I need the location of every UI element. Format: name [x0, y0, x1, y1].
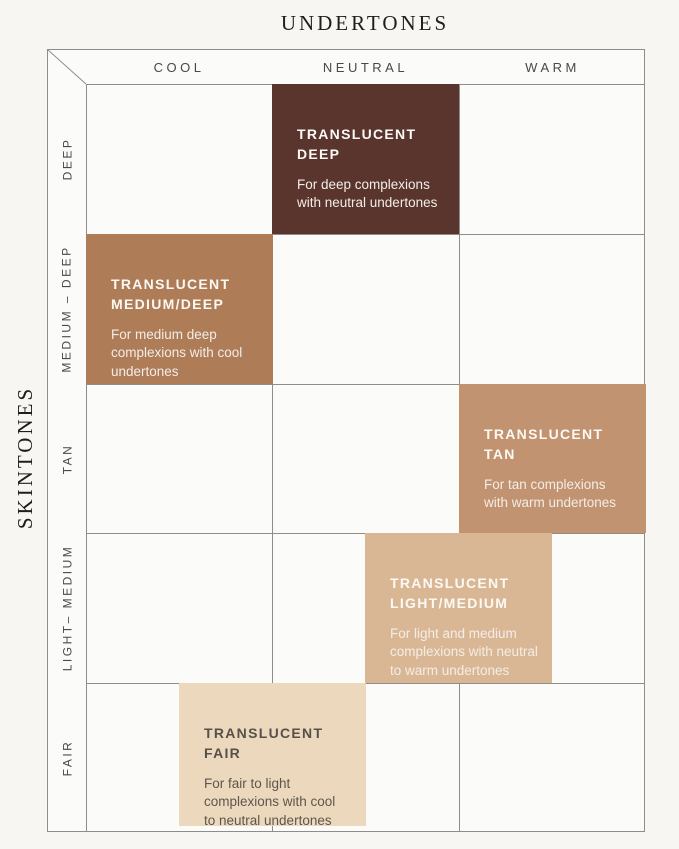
side-axis-title-text: SKINTONES: [13, 385, 38, 530]
shade-description: For fair to light complexions with cool …: [204, 775, 336, 829]
column-header-cool: COOL: [153, 59, 205, 75]
shade-cell-translucent-light-medium: TRANSLUCENT LIGHT/MEDIUM For light and m…: [365, 533, 552, 683]
shade-cell-translucent-fair: TRANSLUCENT FAIR For fair to light compl…: [179, 683, 366, 828]
column-header-neutral: NEUTRAL: [322, 59, 409, 75]
shade-cell-translucent-deep: TRANSLUCENT DEEP For deep complexions wi…: [272, 84, 459, 234]
shade-name: TRANSLUCENT DEEP: [297, 126, 417, 163]
column-header-warm: WARM: [525, 59, 580, 75]
shade-cell-translucent-tan: TRANSLUCENT TAN For tan complexions with…: [459, 384, 646, 533]
shade-name: TRANSLUCENT MEDIUM/DEEP: [111, 276, 231, 313]
shade-description: For medium deep complexions with cool un…: [111, 326, 243, 380]
shade-description: For tan complexions with warm undertones: [484, 476, 617, 511]
shade-description: For deep complexions with neutral undert…: [297, 176, 438, 211]
shade-description: For light and medium complexions with ne…: [390, 625, 538, 679]
shade-name: TRANSLUCENT TAN: [484, 426, 604, 463]
row-label-deep: DEEP: [60, 137, 74, 181]
shade-cell-translucent-medium-deep: TRANSLUCENT MEDIUM/DEEP For medium deep …: [86, 234, 273, 384]
row-label-fair: FAIR: [59, 739, 74, 777]
grid-row-line: [86, 384, 644, 385]
matrix-chart: COOL NEUTRAL WARM DEEP MEDIUM – DEEP TAN…: [47, 49, 646, 832]
shade-name: TRANSLUCENT LIGHT/MEDIUM: [390, 575, 510, 612]
corner-diagonal-line: [48, 50, 87, 85]
grid-row-line: [86, 234, 644, 235]
row-label-light-medium: LIGHT– MEDIUM: [60, 544, 75, 672]
side-axis-title: SKINTONES: [0, 83, 52, 832]
row-label-tan: TAN: [59, 443, 74, 475]
grid-column-line: [272, 84, 273, 831]
row-label-divider-line: [86, 84, 87, 831]
row-label-medium-deep: MEDIUM – DEEP: [60, 245, 74, 373]
shade-name: TRANSLUCENT FAIR: [204, 725, 324, 762]
page-title: UNDERTONES: [280, 11, 450, 35]
